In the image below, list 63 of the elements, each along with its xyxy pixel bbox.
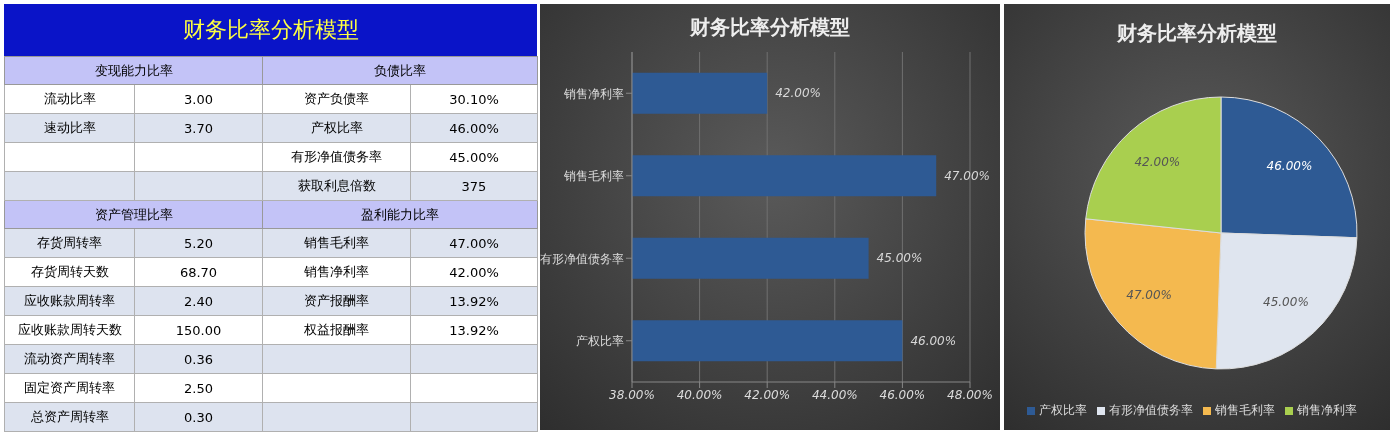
x-tick-label: 48.00% [947,387,993,402]
data-label: 45.00% [876,251,923,266]
legend-label: 销售净利率 [1297,403,1357,417]
text: 负债比率 [262,56,538,85]
text: 30.10% [410,84,538,114]
text: 45.00% [410,142,538,172]
text: 68.70 [134,257,263,287]
text: 销售净利率 [262,257,411,287]
text: 375 [410,171,538,201]
data-label: 46.00% [910,333,957,348]
x-tick-label: 46.00% [879,387,926,402]
x-tick-label: 42.00% [744,387,791,402]
y-tick-label: 销售净利率 [563,86,624,101]
text: 有形净值债务率 [262,142,411,172]
text: 13.92% [410,286,538,316]
legend-label: 有形净值债务率 [1109,403,1193,417]
text: 46.00% [410,113,538,143]
text: 变现能力比率 [4,56,263,85]
text: 销售毛利率 [262,228,411,258]
text: 应收账款周转率 [4,286,135,316]
data-label: 42.00% [775,86,821,101]
text: 42.00% [410,257,538,287]
text: 13.92% [410,315,538,345]
text: 流动比率 [4,84,135,114]
legend-label: 产权比率 [1039,403,1087,417]
text: 2.40 [134,286,263,316]
legend-label: 销售毛利率 [1215,403,1275,417]
data-label: 42.00% [1134,154,1181,169]
y-tick-label: 销售毛利率 [563,169,624,184]
text: 应收账款周转天数 [4,315,135,345]
text: 流动资产周转率 [4,344,135,374]
chart-title: 财务比率分析模型 [689,14,851,41]
text: 财务比率分析模型 [4,4,537,56]
text: 产权比率 [262,113,411,143]
text: 2.50 [134,373,263,403]
chart-title: 财务比率分析模型 [1116,20,1278,47]
x-tick-label: 44.00% [811,387,858,402]
data-label: 47.00% [1126,287,1173,302]
text: 固定资产周转率 [4,373,135,403]
text: 47.00% [410,228,538,258]
text: 资产负债率 [262,84,411,114]
data-label: 46.00% [1266,159,1313,174]
text: 0.36 [134,344,263,374]
text: 盈利能力比率 [262,200,538,229]
text: 获取利息倍数 [262,171,411,201]
text: 0.30 [134,402,263,432]
text: 存货周转天数 [4,257,135,287]
text: 总资产周转率 [4,402,135,432]
text: 3.70 [134,113,263,143]
text: 存货周转率 [4,228,135,258]
x-tick-label: 40.00% [676,387,723,402]
data-label: 45.00% [1263,295,1309,310]
text: 资产管理比率 [4,200,263,229]
text: 150.00 [134,315,263,345]
data-label: 47.00% [944,168,990,183]
text: 权益报酬率 [262,315,411,345]
text: 5.20 [134,228,263,258]
text: 资产报酬率 [262,286,411,316]
y-tick-label: 产权比率 [576,334,624,349]
text: 3.00 [134,84,263,114]
y-tick-label: 有形净值债务率 [540,251,624,266]
x-tick-label: 38.00% [609,387,655,402]
text: 速动比率 [4,113,135,143]
